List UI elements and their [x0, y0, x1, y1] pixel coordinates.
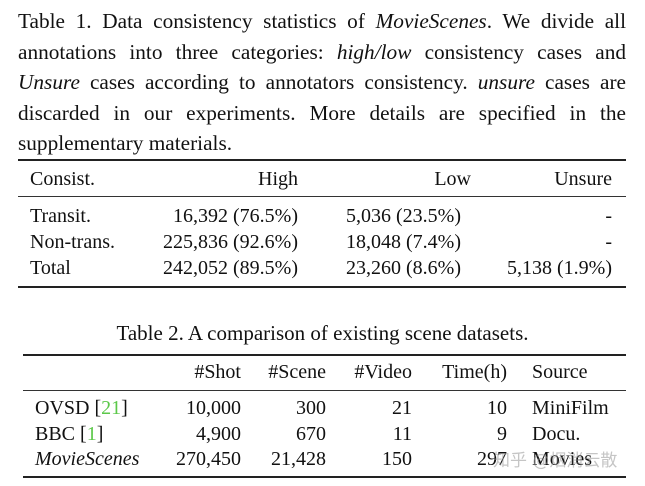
table1-top-rule [18, 159, 626, 161]
table2-cell: 21,428 [271, 448, 326, 470]
table1-bottom-rule [18, 286, 626, 288]
table2-row-name: MovieScenes [35, 448, 140, 470]
table2-bottom-rule [23, 476, 626, 478]
table2-top-rule [23, 354, 626, 356]
citation-link[interactable]: 1 [86, 423, 97, 445]
table2-cell: 21 [392, 397, 412, 419]
table1-label: Table 1. [18, 9, 92, 33]
table2-header-shot: #Shot [194, 361, 241, 383]
table2-cell: 10 [487, 397, 507, 419]
table2-caption: Table 2. A comparison of existing scene … [116, 321, 529, 345]
table2-cell: 9 [497, 423, 507, 445]
citation-link[interactable]: 21 [101, 397, 122, 419]
table1-cell: 242,052 (89.5%) [163, 257, 298, 279]
table2-cell: 11 [392, 423, 412, 445]
table2-header-rule [23, 390, 626, 391]
table2-row-name: OVSD [21] [35, 397, 128, 419]
table2-cell: 10,000 [186, 397, 241, 419]
table1-header-low: Low [434, 168, 471, 190]
table2-header-video: #Video [354, 361, 412, 383]
table2-header-source: Source [532, 361, 588, 383]
table1-header-consist: Consist. [30, 168, 96, 190]
table1-row-label: Non-trans. [30, 231, 115, 253]
table1-cell: 5,138 (1.9%) [507, 257, 612, 279]
table1-row-label: Transit. [30, 205, 91, 227]
table1-cell: 5,036 (23.5%) [346, 205, 461, 227]
table1-cell: 23,260 (8.6%) [346, 257, 461, 279]
table1-cell: 16,392 (76.5%) [173, 205, 298, 227]
table1-row-label: Total [30, 257, 71, 279]
table1-cell: 18,048 (7.4%) [346, 231, 461, 253]
watermark: 知乎 @烟消云散 [493, 451, 618, 471]
table1-cell: - [605, 231, 612, 253]
table1-cell: - [605, 205, 612, 227]
table1-caption: Table 1. Data consistency statistics of … [18, 9, 626, 155]
table1-header-unsure: Unsure [554, 168, 612, 190]
table2-row-name: BBC [1] [35, 423, 104, 445]
table2-cell: MiniFilm [532, 397, 609, 419]
table2-cell: 270,450 [176, 448, 241, 470]
table2-cell: Docu. [532, 423, 581, 445]
table2-header-scene: #Scene [268, 361, 326, 383]
table2-cell: 4,900 [196, 423, 241, 445]
table2-header-time: Time(h) [442, 361, 507, 383]
table2-cell: 300 [296, 397, 326, 419]
table2-cell: 670 [296, 423, 326, 445]
table1-cell: 225,836 (92.6%) [163, 231, 298, 253]
table1-header-high: High [258, 168, 298, 190]
table1-header-rule [18, 196, 626, 197]
table2-cell: Movies [532, 448, 592, 470]
table2-cell: 150 [382, 448, 412, 470]
table2-cell: 297 [477, 448, 507, 470]
dataset-name: MovieScenes [375, 9, 487, 33]
